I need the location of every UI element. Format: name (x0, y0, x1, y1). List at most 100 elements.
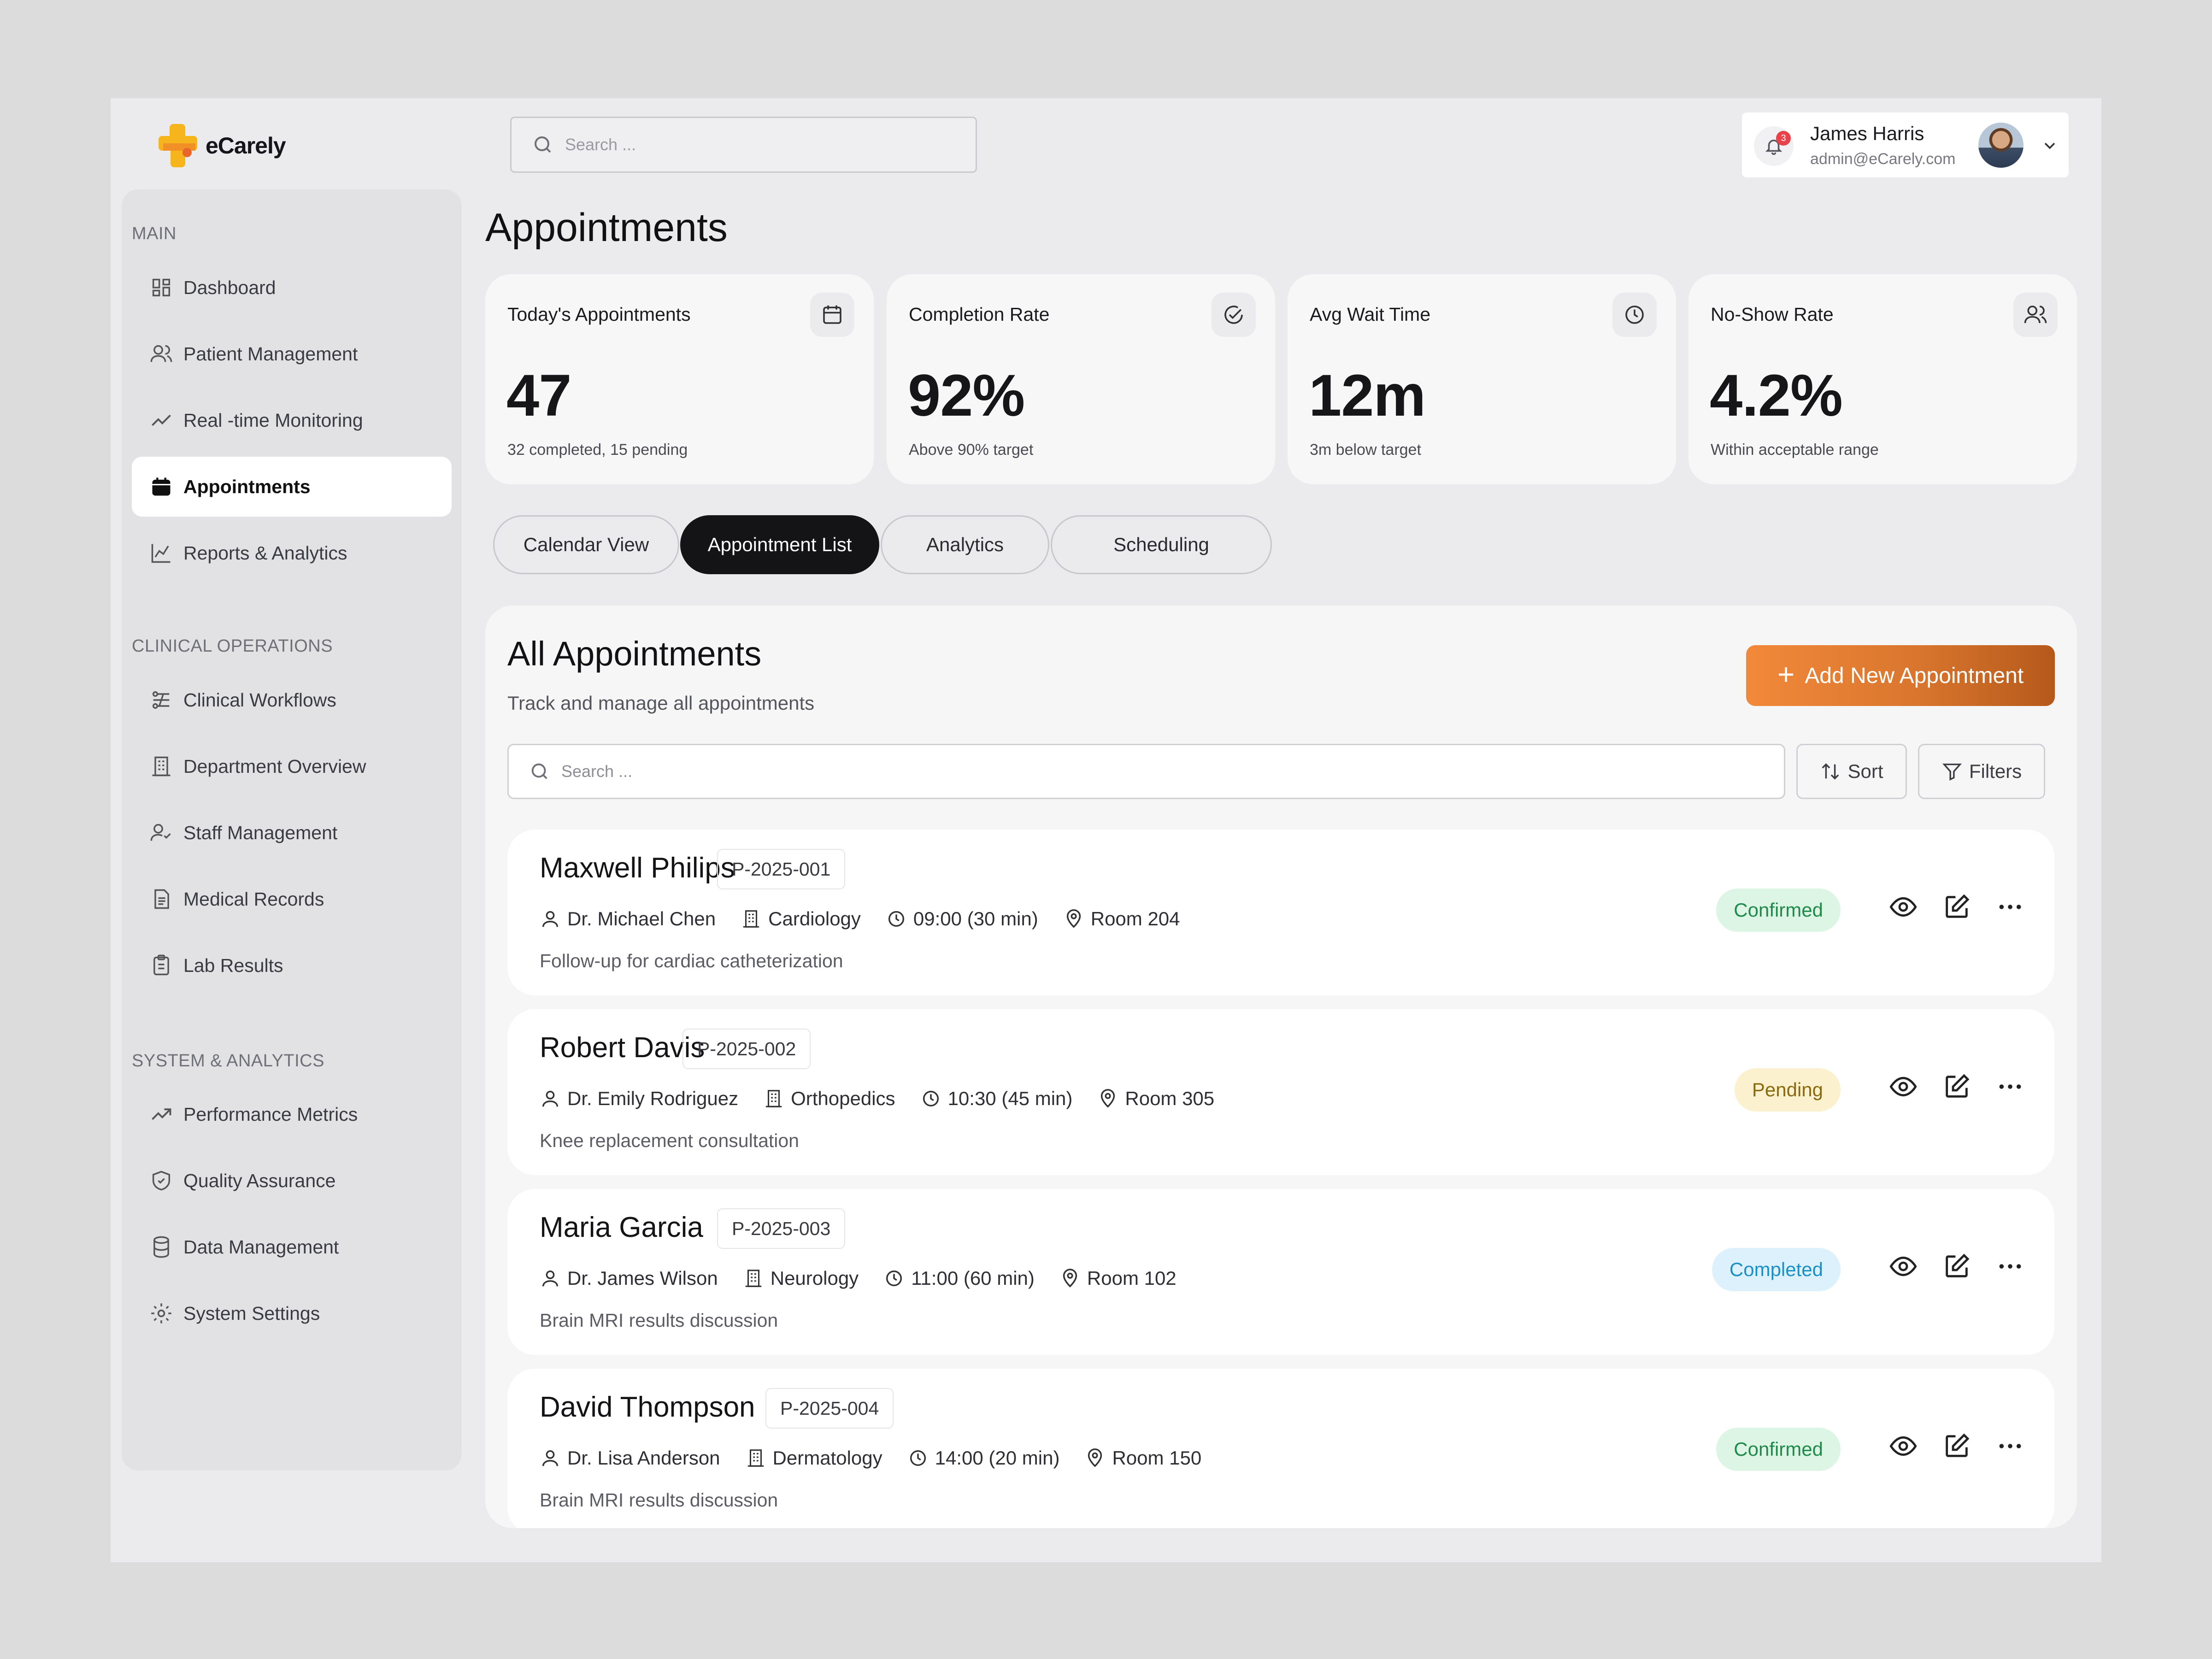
search-placeholder: Search ... (565, 135, 636, 154)
user-icon (542, 911, 559, 927)
eye-icon[interactable] (1888, 892, 1918, 922)
notification-badge: 3 (1776, 131, 1791, 146)
department-name: Orthopedics (791, 1088, 895, 1109)
eye-icon[interactable] (1888, 1431, 1918, 1461)
sidebar-item-label: Reports & Analytics (183, 542, 347, 564)
building-icon (745, 1270, 761, 1287)
stat-subtext: Above 90% target (909, 441, 1034, 459)
time-value: 09:00 (30 min) (913, 908, 1038, 930)
notifications-button[interactable]: 3 (1754, 126, 1794, 166)
status-badge: Confirmed (1716, 888, 1841, 932)
stat-icon-box (1212, 293, 1256, 337)
file-icon (154, 889, 169, 909)
edit-icon[interactable] (1942, 892, 1971, 922)
shield-check-icon (152, 1171, 171, 1191)
clock-icon (923, 1090, 939, 1107)
global-search-input[interactable]: Search ... (510, 117, 977, 173)
add-appointment-button[interactable]: + Add New Appointment (1746, 645, 2055, 706)
stat-title: Avg Wait Time (1310, 304, 1431, 325)
section-label-clinical: CLINICAL OPERATIONS (132, 636, 333, 656)
patient-id: P-2025-001 (717, 849, 846, 889)
page-title: Appointments (485, 206, 728, 250)
time-value: 10:30 (45 min) (947, 1088, 1073, 1109)
appointment-row[interactable]: Robert Davis P-2025-002 Dr. Emily Rodrig… (507, 1009, 2054, 1175)
appointment-meta: Dr. Michael Chen Cardiology 09:00 (30 mi… (540, 908, 1180, 930)
sidebar-item-patient-management[interactable]: Patient Management (132, 324, 452, 384)
search-icon (531, 763, 547, 779)
status-badge: Confirmed (1716, 1428, 1841, 1471)
eye-icon[interactable] (1888, 1252, 1918, 1281)
edit-icon[interactable] (1942, 1072, 1971, 1101)
sidebar-item-system-settings[interactable]: System Settings (132, 1283, 452, 1343)
clock-icon (888, 911, 904, 927)
sidebar-item-label: Quality Assurance (183, 1170, 336, 1191)
more-options-icon[interactable] (1995, 1252, 2025, 1281)
sidebar-item-reports-analytics[interactable]: Reports & Analytics (132, 523, 452, 583)
sidebar-item-label: Patient Management (183, 343, 358, 365)
sidebar-item-label: Data Management (183, 1236, 339, 1258)
tab-scheduling[interactable]: Scheduling (1051, 515, 1272, 574)
sidebar-item-performance-metrics[interactable]: Performance Metrics (132, 1084, 452, 1144)
search-icon (535, 136, 551, 153)
sidebar-item-quality-assurance[interactable]: Quality Assurance (132, 1151, 452, 1211)
stat-title: No-Show Rate (1711, 304, 1834, 325)
workflow-icon (152, 691, 170, 709)
stat-title: Today's Appointments (507, 304, 691, 325)
brand-logo[interactable]: eCarely (153, 120, 286, 171)
sidebar-item-real-time-monitoring[interactable]: Real -time Monitoring (132, 390, 452, 450)
sort-button[interactable]: Sort (1796, 744, 1907, 799)
location-pin-icon (1088, 1448, 1102, 1467)
user-menu[interactable]: 3 James Harris admin@eCarely.com (1742, 112, 2069, 177)
sidebar-item-clinical-workflows[interactable]: Clinical Workflows (132, 670, 452, 730)
sidebar-item-label: Medical Records (183, 888, 324, 910)
sidebar-item-dashboard[interactable]: Dashboard (132, 258, 452, 318)
calendar-icon (152, 477, 171, 496)
appointment-row[interactable]: Maxwell Philips P-2025-001 Dr. Michael C… (507, 830, 2054, 995)
chart-icon (151, 544, 171, 563)
calendar-icon (823, 305, 841, 324)
appointment-row[interactable]: David Thompson P-2025-004 Dr. Lisa Ander… (507, 1369, 2054, 1528)
more-options-icon[interactable] (1995, 1431, 2025, 1461)
filters-button[interactable]: Filters (1918, 744, 2045, 799)
patient-name: Robert Davis (540, 1032, 705, 1064)
app-window: eCarely Search ... 3 James Harris admin@… (111, 98, 2101, 1562)
appointment-search-input[interactable]: Search ... (507, 744, 1785, 799)
eye-icon[interactable] (1888, 1072, 1918, 1101)
more-options-icon[interactable] (1995, 892, 2025, 922)
sidebar-item-department-overview[interactable]: Department Overview (132, 736, 452, 796)
sidebar-item-appointments[interactable]: Appointments (132, 457, 452, 517)
stat-card-completion-rate: Completion Rate 92% Above 90% target (887, 274, 1275, 484)
chevron-down-icon[interactable] (2041, 136, 2059, 155)
tab-calendar-view[interactable]: Calendar View (493, 515, 679, 574)
building-icon (747, 1449, 764, 1467)
time-value: 11:00 (60 min) (911, 1267, 1035, 1289)
avatar[interactable] (1978, 123, 2024, 168)
tab-analytics[interactable]: Analytics (881, 515, 1049, 574)
panel-subtitle: Track and manage all appointments (507, 692, 815, 714)
row-actions (1888, 1252, 2025, 1281)
sort-icon (1822, 763, 1839, 780)
stat-value: 12m (1309, 363, 1426, 429)
sidebar-item-data-management[interactable]: Data Management (132, 1217, 452, 1277)
room: Room 102 (1059, 1267, 1177, 1289)
sidebar-item-label: System Settings (183, 1302, 320, 1324)
sidebar-item-staff-management[interactable]: Staff Management (132, 803, 452, 863)
edit-icon[interactable] (1942, 1252, 1971, 1281)
tab-appointment-list[interactable]: Appointment List (680, 515, 879, 574)
add-appointment-label: Add New Appointment (1805, 663, 2024, 688)
appointment-note: Brain MRI results discussion (540, 1310, 778, 1331)
sidebar-item-lab-results[interactable]: Lab Results (132, 935, 452, 995)
stat-icon-box (1612, 293, 1657, 337)
edit-icon[interactable] (1942, 1431, 1971, 1461)
sidebar-item-medical-records[interactable]: Medical Records (132, 869, 452, 929)
status-badge: Pending (1734, 1068, 1841, 1112)
time: 11:00 (60 min) (883, 1267, 1035, 1289)
row-actions (1888, 1431, 2025, 1461)
department-name: Cardiology (768, 908, 861, 930)
doctor: Dr. Emily Rodriguez (540, 1088, 738, 1110)
patient-id: P-2025-002 (682, 1029, 811, 1069)
appointment-row[interactable]: Maria Garcia P-2025-003 Dr. James Wilson… (507, 1189, 2054, 1355)
appointment-note: Brain MRI results discussion (540, 1489, 778, 1511)
more-options-icon[interactable] (1995, 1072, 2025, 1101)
stat-subtext: 32 completed, 15 pending (507, 441, 688, 459)
